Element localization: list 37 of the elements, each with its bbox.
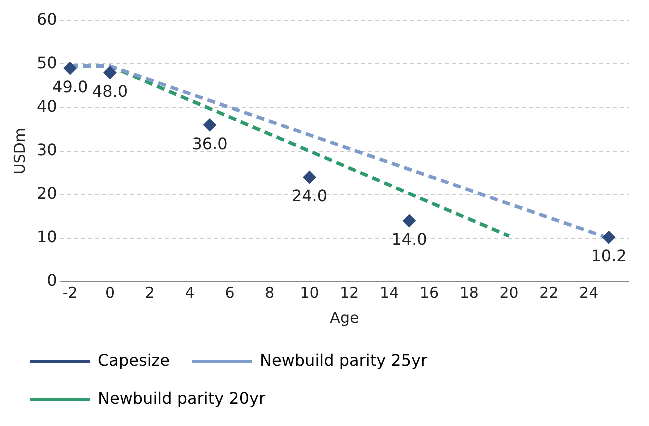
point	[104, 66, 117, 80]
x-tick-label: 12	[340, 284, 360, 302]
x-tick-label: -2	[62, 284, 78, 302]
y-tick-label: 30	[37, 140, 58, 160]
x-tick-label: 18	[460, 284, 479, 302]
legend-label: Newbuild parity 20yr	[98, 389, 266, 408]
y-tick-label: 40	[37, 96, 58, 116]
x-tick-label: 6	[225, 284, 235, 302]
y-tick-label: 10	[37, 228, 58, 247]
point	[602, 231, 616, 244]
x-tick-label: 4	[185, 284, 195, 302]
x-tick-label: 20	[500, 284, 519, 302]
data-label: 49.0	[52, 78, 88, 97]
data-label: 36.0	[192, 134, 228, 154]
data-label: 48.0	[92, 82, 128, 102]
x-tick-label: 16	[420, 284, 440, 302]
point	[303, 170, 316, 184]
y-tick-label: 60	[37, 10, 58, 29]
x-tick-label: 14	[380, 284, 400, 302]
x-axis-title: Age	[330, 308, 360, 327]
legend-label: Capesize	[98, 351, 170, 370]
point	[204, 118, 216, 132]
data-label: 10.2	[591, 246, 627, 266]
x-tick-label: 22	[540, 284, 559, 302]
x-tick-label: 24	[580, 284, 599, 302]
data-label: 24.0	[292, 186, 328, 206]
y-axis-title: USDm	[10, 128, 29, 175]
x-tick-label: 2	[145, 284, 155, 302]
legend-label: Newbuild parity 25yr	[260, 351, 428, 370]
point	[403, 214, 416, 228]
y-tick-label: 50	[37, 53, 58, 72]
point	[64, 62, 77, 76]
x-tick-label: 10	[300, 284, 320, 302]
x-tick-label: 0	[105, 284, 116, 302]
x-tick-label: 8	[265, 284, 275, 302]
y-tick-label: 20	[37, 184, 58, 204]
data-label: 14.0	[392, 230, 428, 250]
